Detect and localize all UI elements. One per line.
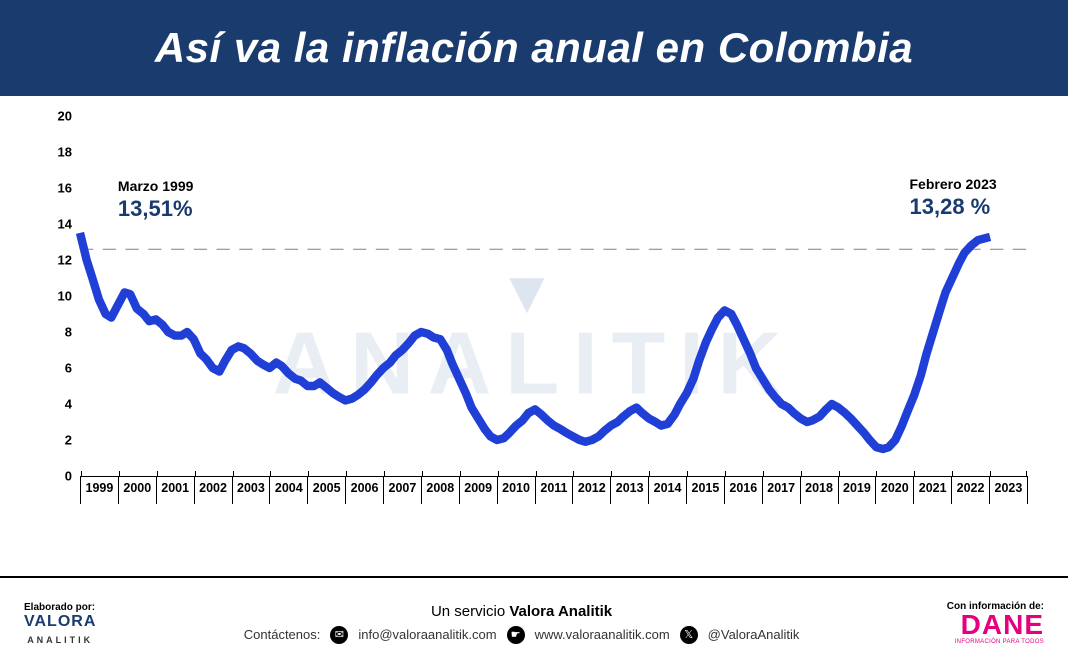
x-tick: 2003 <box>233 477 271 504</box>
x-tick: 2021 <box>914 477 952 504</box>
annotation-value: 13,28 % <box>910 194 991 220</box>
dane-logo: DANE <box>961 614 1044 636</box>
annotation-label: Febrero 2023 <box>910 176 997 192</box>
chart-region: ▼ ANALITIK 02468101214161820 Marzo 19991… <box>0 96 1068 576</box>
x-tick: 2012 <box>573 477 611 504</box>
valora-name: VALORA <box>24 615 96 629</box>
x-tick: 2002 <box>195 477 233 504</box>
x-tick: 2016 <box>725 477 763 504</box>
y-tick: 14 <box>58 217 72 232</box>
dane-sub: INFORMACIÓN PARA TODOS <box>955 639 1044 645</box>
x-tick: 2006 <box>346 477 384 504</box>
x-tick: 2023 <box>990 477 1028 504</box>
page-title: Así va la inflación anual en Colombia <box>155 24 913 72</box>
footer-center: Un servicio Valora Analitik Contáctenos:… <box>96 603 946 644</box>
x-tick: 2015 <box>687 477 725 504</box>
x-axis: 1999200020012002200320042005200620072008… <box>80 476 1028 504</box>
x-tick: 2001 <box>157 477 195 504</box>
contact-label: Contáctenos: <box>244 627 321 642</box>
elaborated-by-label: Elaborado por: <box>24 602 95 613</box>
footer-right: Con información de: DANE INFORMACIÓN PAR… <box>947 601 1044 644</box>
x-tick: 2010 <box>498 477 536 504</box>
annotation-label: Marzo 1999 <box>118 178 193 194</box>
header-band: Así va la inflación anual en Colombia <box>0 0 1068 96</box>
y-tick: 18 <box>58 145 72 160</box>
footer-left: Elaborado por: VALORA ANALITIK <box>24 602 96 643</box>
x-tick: 2017 <box>763 477 801 504</box>
line-chart-svg <box>80 116 1028 476</box>
x-tick: 2008 <box>422 477 460 504</box>
y-tick: 6 <box>65 361 72 376</box>
footer: Elaborado por: VALORA ANALITIK Un servic… <box>0 576 1068 668</box>
x-tick: 2020 <box>876 477 914 504</box>
y-tick: 0 <box>65 469 72 484</box>
y-tick: 4 <box>65 397 72 412</box>
service-brand: Valora Analitik <box>509 603 612 620</box>
service-line: Un servicio Valora Analitik <box>96 603 946 620</box>
twitter-icon: 𝕏 <box>680 626 698 644</box>
y-tick: 2 <box>65 433 72 448</box>
x-tick: 2011 <box>536 477 574 504</box>
x-tick: 2009 <box>460 477 498 504</box>
plot-area: 02468101214161820 Marzo 199913,51%Febrer… <box>80 116 1028 476</box>
y-tick: 8 <box>65 325 72 340</box>
valora-logo: VALORA ANALITIK <box>24 615 96 643</box>
contact-line: Contáctenos: ✉ info@valoraanalitik.com ☛… <box>96 626 946 644</box>
valora-sub: ANALITIK <box>27 636 93 644</box>
contact-web: www.valoraanalitik.com <box>535 627 670 642</box>
x-tick: 2007 <box>384 477 422 504</box>
x-tick: 2004 <box>270 477 308 504</box>
y-tick: 12 <box>58 253 72 268</box>
x-tick: 2019 <box>839 477 877 504</box>
x-tick: 2022 <box>952 477 990 504</box>
email-icon: ✉ <box>330 626 348 644</box>
x-tick: 2014 <box>649 477 687 504</box>
x-tick: 1999 <box>80 477 119 504</box>
x-tick: 2018 <box>801 477 839 504</box>
web-icon: ☛ <box>507 626 525 644</box>
x-tick: 2005 <box>308 477 346 504</box>
annotation-value: 13,51% <box>118 196 193 222</box>
y-tick: 16 <box>58 181 72 196</box>
inflation-line <box>80 233 990 449</box>
y-tick: 20 <box>58 109 72 124</box>
contact-email: info@valoraanalitik.com <box>358 627 496 642</box>
contact-twitter: @ValoraAnalitik <box>708 627 800 642</box>
x-tick: 2013 <box>611 477 649 504</box>
service-prefix: Un servicio <box>431 603 509 620</box>
y-tick: 10 <box>58 289 72 304</box>
y-axis: 02468101214161820 <box>40 116 80 476</box>
x-tick: 2000 <box>119 477 157 504</box>
